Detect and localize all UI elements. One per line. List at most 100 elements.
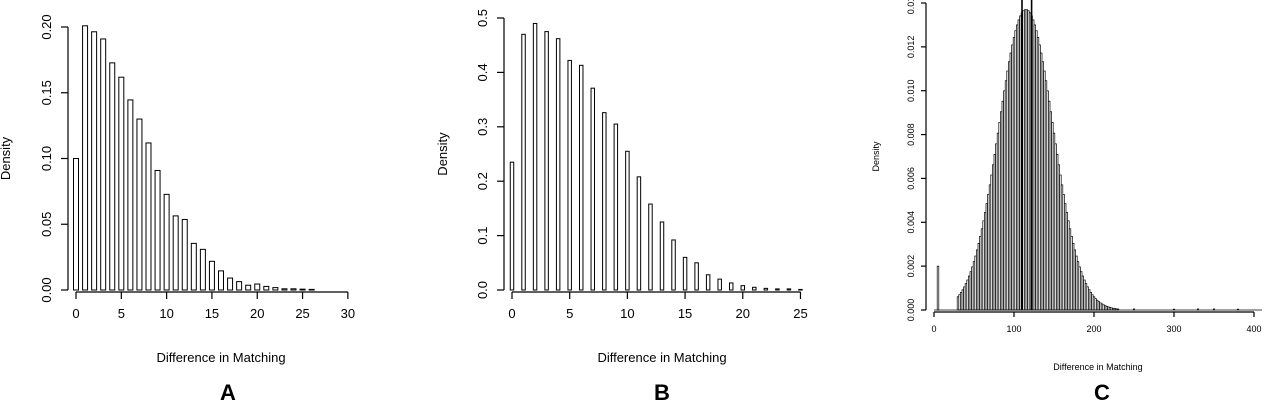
bar — [208, 260, 215, 291]
bar — [740, 285, 745, 291]
bar — [145, 142, 152, 291]
bar — [181, 218, 188, 291]
bar — [682, 256, 688, 291]
bar — [281, 288, 288, 291]
bar — [544, 31, 549, 291]
x-tick-label: 10 — [620, 306, 634, 321]
y-tick-label: 0.000 — [906, 299, 916, 322]
panel-letter: A — [220, 380, 236, 405]
y-axis-label: Density — [871, 141, 881, 172]
y-axis-label: Density — [435, 132, 450, 176]
bar — [190, 242, 197, 291]
bar — [579, 64, 584, 291]
y-tick-label: 0.0 — [475, 281, 490, 299]
bar — [118, 76, 125, 291]
bar — [567, 59, 572, 291]
bar — [509, 161, 515, 291]
bar — [109, 62, 116, 291]
bar — [659, 221, 665, 291]
x-tick-label: 15 — [205, 306, 219, 321]
y-tick-label: 0.3 — [475, 118, 490, 136]
y-tick-label: 0.004 — [906, 211, 916, 234]
bar — [100, 38, 107, 291]
y-tick-label: 0.00 — [39, 277, 54, 302]
y-tick-label: 0.014 — [906, 0, 916, 14]
bar — [717, 278, 722, 291]
y-tick-label: 0.010 — [906, 79, 916, 102]
y-tick-label: 0.1 — [475, 227, 490, 245]
x-tick-label: 0 — [72, 306, 79, 321]
bar — [555, 38, 561, 291]
panel-letter: B — [654, 380, 670, 405]
x-tick-label: 5 — [566, 306, 573, 321]
y-tick-label: 0.10 — [39, 146, 54, 171]
bar — [763, 287, 769, 291]
x-axis-label: Difference in Matching — [156, 350, 285, 365]
bar — [290, 288, 297, 291]
x-tick-label: 400 — [1246, 324, 1261, 334]
x-tick-label: 30 — [341, 306, 355, 321]
bar — [245, 284, 252, 291]
bar — [82, 25, 89, 291]
x-tick-label: 25 — [295, 306, 309, 321]
x-tick-label: 25 — [793, 306, 807, 321]
bar — [786, 288, 792, 291]
bar — [705, 274, 711, 291]
bar — [227, 277, 234, 291]
bar — [218, 270, 224, 291]
bar — [127, 99, 134, 291]
y-tick-label: 0.4 — [475, 63, 490, 81]
y-tick-label: 0.5 — [475, 9, 490, 27]
bar — [694, 262, 699, 291]
bar — [532, 22, 538, 291]
bar — [590, 87, 595, 291]
bar — [752, 286, 757, 291]
bar — [236, 281, 243, 291]
y-axis-label: Density — [0, 136, 13, 180]
bar — [798, 288, 803, 291]
panel-A: 0.00 0.05 0.10 0.15 0.20 0 5 10 15 20 25 30 Differen… — [0, 14, 355, 405]
bar — [636, 176, 642, 291]
bar — [299, 288, 306, 291]
bar — [671, 239, 676, 291]
bar — [163, 193, 170, 291]
y-tick-label: 0.15 — [39, 80, 54, 105]
bar — [308, 288, 315, 291]
x-tick-label: 300 — [1166, 324, 1181, 334]
bar — [154, 169, 161, 291]
outlier-bar — [936, 265, 940, 311]
y-tick-label: 0.2 — [475, 172, 490, 190]
y-tick-label: 0.002 — [906, 255, 916, 278]
bar — [73, 158, 79, 291]
bar — [199, 248, 206, 291]
panel-letter: C — [1094, 380, 1110, 405]
x-tick-label: 200 — [1086, 324, 1101, 334]
bar — [91, 31, 98, 291]
y-tick-label: 0.20 — [39, 14, 54, 39]
x-axis-label: Difference in Matching — [1053, 362, 1142, 372]
y-tick-label: 0.008 — [906, 123, 916, 146]
y-tick-label: 0.05 — [39, 212, 54, 237]
bar — [602, 112, 607, 291]
x-tick-label: 0 — [508, 306, 515, 321]
x-tick-label: 20 — [736, 306, 750, 321]
bar — [648, 203, 653, 291]
bar — [263, 285, 270, 291]
bar — [775, 288, 780, 291]
x-tick-label: 100 — [1006, 324, 1021, 334]
bar — [136, 118, 143, 291]
bar — [272, 287, 279, 291]
panel-B: 0.0 0.1 0.2 0.3 0.4 0.5 0 5 10 15 20 25 Difference i… — [435, 9, 808, 405]
bar — [521, 33, 526, 291]
panel-C: 0.000 0.002 0.004 0.006 0.008 0.010 0.012 0.014… — [871, 0, 1262, 405]
bar — [729, 282, 734, 291]
y-tick-label: 0.012 — [906, 36, 916, 59]
bar — [172, 215, 179, 291]
x-axis-label: Difference in Matching — [597, 350, 726, 365]
x-tick-label: 0 — [931, 324, 936, 334]
bar — [625, 150, 630, 291]
x-tick-label: 15 — [678, 306, 692, 321]
x-tick-label: 10 — [159, 306, 173, 321]
bar — [254, 283, 261, 291]
